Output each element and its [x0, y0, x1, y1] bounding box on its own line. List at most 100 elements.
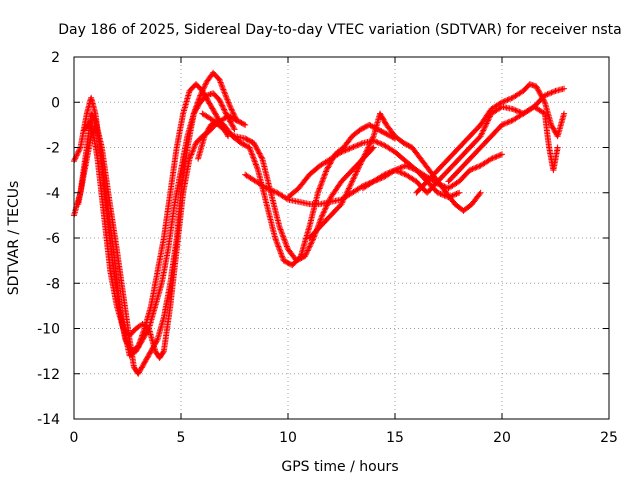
- data-point: [278, 227, 284, 234]
- data-point: [364, 145, 371, 152]
- data-point: [503, 120, 509, 127]
- data-point: [276, 223, 283, 230]
- data-point: [497, 151, 504, 158]
- data-point: [369, 134, 376, 141]
- data-point: [75, 148, 82, 155]
- data-point: [360, 154, 367, 161]
- y-tick-label: 2: [51, 50, 60, 66]
- data-point: [398, 164, 405, 171]
- data-point: [507, 95, 513, 102]
- data-point: [253, 162, 260, 169]
- data-point: [317, 216, 324, 223]
- data-point: [380, 116, 387, 123]
- data-point: [305, 246, 312, 253]
- data-point: [534, 86, 541, 93]
- data-point: [273, 189, 279, 196]
- data-point: [316, 186, 322, 193]
- data-point: [380, 172, 386, 179]
- data-point: [204, 96, 211, 103]
- data-point: [229, 107, 236, 114]
- data-point: [347, 181, 354, 188]
- x-tick-label: 15: [386, 430, 404, 446]
- data-point: [279, 232, 286, 239]
- data-point: [74, 151, 81, 158]
- data-point: [326, 161, 333, 168]
- data-point: [355, 165, 362, 172]
- data-point: [476, 163, 483, 170]
- x-tick-label: 25: [600, 430, 618, 446]
- data-point: [400, 170, 406, 177]
- data-point: [223, 93, 230, 100]
- data-point: [199, 87, 206, 93]
- data-point: [229, 109, 236, 116]
- data-point: [227, 103, 234, 110]
- data-point: [250, 140, 257, 146]
- data-point: [189, 148, 196, 155]
- data-point: [217, 98, 224, 105]
- data-point: [224, 96, 231, 103]
- data-point: [341, 147, 348, 154]
- data-point: [258, 154, 265, 161]
- data-point: [561, 110, 568, 117]
- data-point: [353, 142, 360, 149]
- data-point: [497, 100, 504, 107]
- data-point: [251, 141, 258, 148]
- data-point: [365, 144, 372, 151]
- data-point: [396, 168, 402, 175]
- data-point: [539, 95, 546, 102]
- data-point: [256, 150, 263, 157]
- data-point: [346, 184, 353, 191]
- data-point: [359, 155, 366, 162]
- data-point: [482, 123, 489, 130]
- data-point: [353, 168, 360, 175]
- data-point: [352, 171, 359, 178]
- data-point: [478, 131, 485, 138]
- data-point: [472, 164, 479, 171]
- data-point: [351, 174, 358, 181]
- data-point: [473, 164, 480, 171]
- data-point: [477, 133, 484, 140]
- data-point: [248, 150, 255, 157]
- data-point: [438, 191, 445, 198]
- data-point: [480, 127, 487, 134]
- data-point: [339, 199, 346, 206]
- data-point: [359, 157, 366, 164]
- data-point: [480, 126, 487, 133]
- data-point: [321, 206, 328, 213]
- data-point: [361, 151, 368, 158]
- data-point: [319, 212, 326, 219]
- data-point: [541, 97, 548, 104]
- data-point: [491, 154, 497, 161]
- data-point: [274, 242, 281, 249]
- data-point: [160, 349, 167, 356]
- data-marks: [71, 69, 568, 377]
- y-tick-label: 0: [51, 95, 60, 111]
- data-point: [135, 370, 142, 377]
- data-point: [216, 97, 223, 103]
- data-point: [308, 240, 314, 247]
- data-point: [230, 132, 237, 139]
- data-point: [191, 144, 198, 151]
- data-point: [306, 244, 313, 251]
- data-point: [320, 174, 327, 181]
- data-point: [344, 188, 351, 195]
- data-point: [477, 189, 484, 196]
- data-point: [507, 118, 513, 125]
- data-point: [345, 146, 352, 153]
- data-point: [188, 151, 195, 158]
- data-point: [278, 250, 284, 257]
- data-point: [222, 109, 229, 116]
- data-point: [493, 153, 500, 160]
- data-point: [386, 169, 393, 176]
- data-point: [500, 121, 507, 128]
- data-point: [221, 89, 228, 96]
- data-point: [187, 152, 194, 159]
- y-tick-label: -12: [37, 367, 60, 383]
- data-point: [197, 91, 204, 98]
- data-point: [515, 108, 521, 115]
- data-point: [453, 190, 460, 197]
- data-point: [440, 192, 447, 198]
- data-point: [349, 144, 356, 151]
- data-point: [340, 196, 347, 203]
